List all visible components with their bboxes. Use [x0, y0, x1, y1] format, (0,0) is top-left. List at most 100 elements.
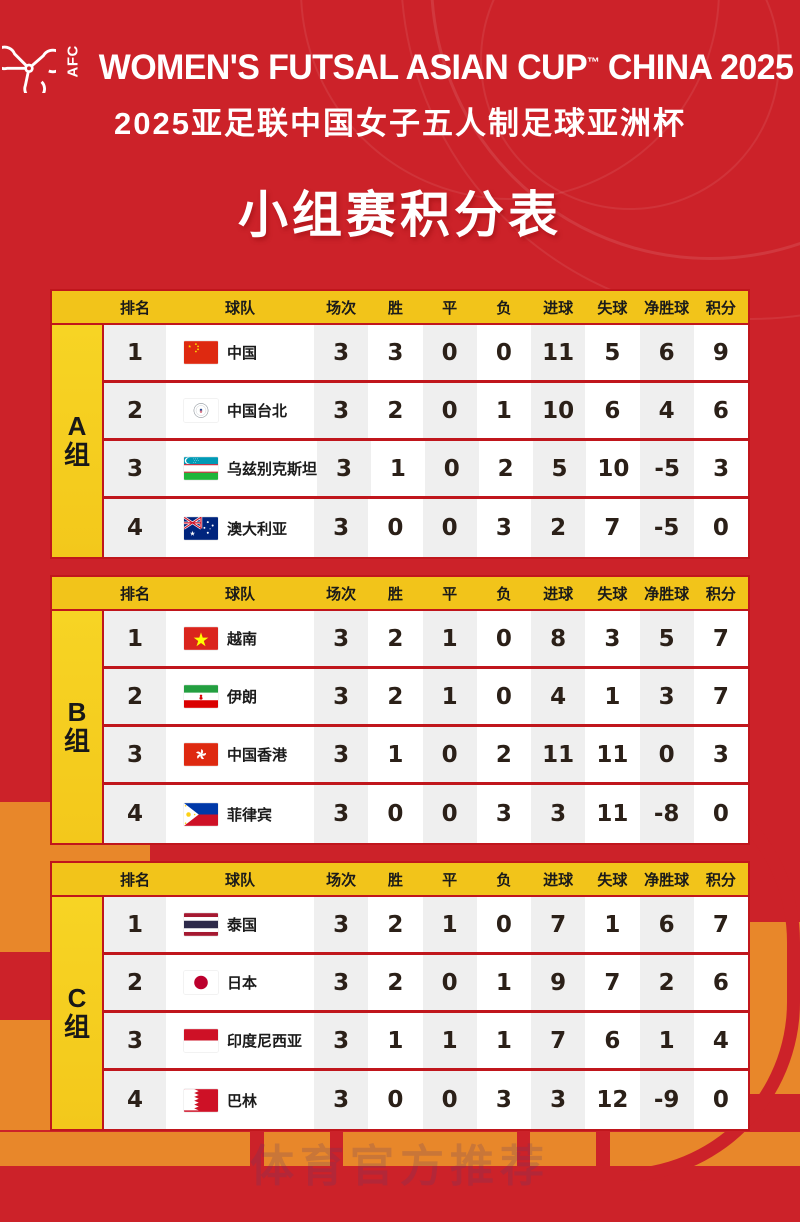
cell-gd: -9 [639, 1071, 694, 1129]
cell-loss: 1 [495, 397, 512, 424]
page-header: AFC WOMEN'S FUTSAL ASIAN CUP™ CHINA 2025… [0, 0, 800, 247]
cell-ga: 12 [596, 1087, 629, 1113]
cell-gd: 5 [639, 611, 694, 666]
cell-pts: 6 [712, 397, 729, 424]
cell-gf: 7 [531, 897, 586, 952]
cell-rank: 4 [104, 785, 166, 843]
cell-draw: 0 [422, 727, 477, 782]
column-header-loss: 负 [496, 299, 512, 317]
group-body: B 组 1 越南 3 2 1 0 8 3 5 7 2 伊朗 3 2 1 0 4 1 3 7 3 中国香港 3 1 0 2 11 11 0 3 4… [50, 611, 750, 845]
cell-team[interactable]: 日本 [166, 955, 314, 1010]
flag-japan-icon [184, 971, 218, 994]
group-block-B: 排名 球队 场次胜平负进球 失球 净胜球 积分 B 组 1 越南 3 2 1 0 8 3 5 7 2 伊朗 3 2 1 0 4 1… [50, 575, 750, 845]
cell-ga: 11 [596, 741, 629, 768]
page-title: 小组赛积分表 [238, 187, 562, 243]
column-header-gd: 净胜球 [644, 871, 690, 889]
column-header-team: 球队 [224, 871, 255, 889]
table-row[interactable]: 3 乌兹别克斯坦 3 1 0 2 5 10 -5 3 [104, 441, 748, 499]
column-header-rank: 排名 [119, 585, 150, 603]
table-row[interactable]: 3 印度尼西亚 3 1 1 1 7 6 1 4 [104, 1013, 748, 1071]
cell-team[interactable]: 印度尼西亚 [166, 1013, 314, 1068]
cell-ga: 1 [604, 683, 621, 710]
table-row[interactable]: 1 泰国 3 2 1 0 7 1 6 7 [104, 897, 748, 955]
flag-bahrain-icon [184, 1088, 218, 1112]
cell-ga: 7 [604, 515, 621, 541]
group-block-A: 排名 球队 场次胜平负进球 失球 净胜球 积分 A 组 1 中国 3 3 0 0 11 5 6 9 2 中国台北 3 2 0… [50, 289, 750, 559]
flag-hong-kong-icon [184, 743, 218, 766]
cell-gf: 7 [531, 1013, 586, 1068]
afc-label: AFC [64, 44, 82, 77]
team-name: 菲律宾 [227, 806, 273, 824]
cell-win: 3 [387, 339, 404, 366]
cell-pts: 0 [712, 1087, 729, 1113]
group-letter: B [67, 696, 87, 727]
table-row[interactable]: 2 日本 3 2 0 1 9 7 2 6 [104, 955, 748, 1013]
table-row[interactable]: 2 中国台北 3 2 0 1 10 6 4 6 [104, 383, 748, 441]
column-header-gf: 进球 [543, 585, 574, 603]
column-header-played: 场次 [326, 871, 357, 889]
column-header-played: 场次 [326, 585, 357, 603]
flag-australia-icon [184, 516, 218, 540]
cell-team[interactable]: 中国香港 [166, 727, 314, 782]
flag-china-icon [184, 341, 218, 364]
cell-pts: 7 [712, 625, 729, 652]
cell-draw: 0 [422, 383, 477, 438]
column-header-ga: 失球 [597, 585, 628, 603]
flag-indonesia-icon [184, 1029, 218, 1052]
cell-team[interactable]: 澳大利亚 [166, 499, 314, 557]
cell-played: 3 [314, 955, 369, 1010]
team-name: 中国台北 [227, 403, 288, 420]
cell-team[interactable]: 菲律宾 [166, 785, 314, 843]
cell-team[interactable]: 中国 [166, 325, 314, 380]
column-header-loss: 负 [496, 871, 512, 889]
table-row[interactable]: 1 中国 3 3 0 0 11 5 6 9 [104, 325, 748, 383]
column-header-win: 胜 [387, 299, 403, 317]
cell-win: 1 [387, 1027, 404, 1054]
cell-team[interactable]: 中国台北 [166, 383, 314, 438]
column-header-row: 排名 球队 场次 胜 平 负 进球 失球 净胜球 积分 [50, 575, 750, 611]
cell-draw: 0 [422, 785, 477, 843]
cell-gf: 5 [532, 441, 587, 496]
cell-loss: 0 [495, 339, 512, 366]
cell-team[interactable]: 越南 [166, 611, 314, 666]
cell-rank: 2 [104, 669, 166, 724]
cell-loss: 1 [495, 969, 512, 996]
table-row[interactable]: 3 中国香港 3 1 0 2 11 11 0 3 [104, 727, 748, 785]
cell-team[interactable]: 乌兹别克斯坦 [166, 441, 317, 496]
team-name: 日本 [227, 975, 258, 992]
cell-gf: 10 [531, 383, 586, 438]
cell-draw: 0 [422, 325, 477, 380]
cell-win: 2 [387, 683, 404, 710]
cell-pts: 3 [713, 455, 730, 482]
cell-pts: 3 [712, 741, 729, 768]
column-header-gf: 进球 [543, 299, 574, 317]
cell-team[interactable]: 巴林 [166, 1071, 314, 1129]
table-row[interactable]: 4 澳大利亚 3 0 0 3 2 7 -5 0 [104, 499, 748, 557]
team-name: 伊朗 [227, 689, 258, 706]
table-row[interactable]: 2 伊朗 3 2 1 0 4 1 3 7 [104, 669, 748, 727]
table-row[interactable]: 1 越南 3 2 1 0 8 3 5 7 [104, 611, 748, 669]
cell-win: 0 [387, 1087, 404, 1113]
group-body: C 组 1 泰国 3 2 1 0 7 1 6 7 2 日本 3 2 0 1 9 7 2 6 3 印度尼西亚 3 1 1 1 7 6 1 4 4 巴… [50, 897, 750, 1131]
cell-win: 1 [389, 455, 406, 482]
cell-gf: 8 [531, 611, 586, 666]
cell-win: 2 [387, 397, 404, 424]
cell-team[interactable]: 伊朗 [166, 669, 314, 724]
cell-gd: 3 [639, 669, 694, 724]
column-header-win: 胜 [387, 871, 403, 889]
cell-loss: 0 [495, 683, 512, 710]
table-row[interactable]: 4 巴林 3 0 0 3 3 12 -9 0 [104, 1071, 748, 1129]
cell-rank: 2 [104, 955, 166, 1010]
group-letter: C [67, 982, 87, 1013]
table-row[interactable]: 4 菲律宾 3 0 0 3 3 11 -8 0 [104, 785, 748, 843]
cell-ga: 6 [604, 397, 621, 424]
cell-team[interactable]: 泰国 [166, 897, 314, 952]
cell-win: 2 [387, 911, 404, 938]
cell-pts: 6 [712, 969, 729, 996]
cell-played: 3 [314, 383, 369, 438]
cell-win: 0 [387, 515, 404, 541]
team-name: 中国 [227, 345, 258, 362]
column-header-row: 排名 球队 场次 胜 平 负 进球 失球 净胜球 积分 [50, 861, 750, 897]
cell-played: 3 [314, 785, 369, 843]
cell-rank: 4 [104, 499, 166, 557]
